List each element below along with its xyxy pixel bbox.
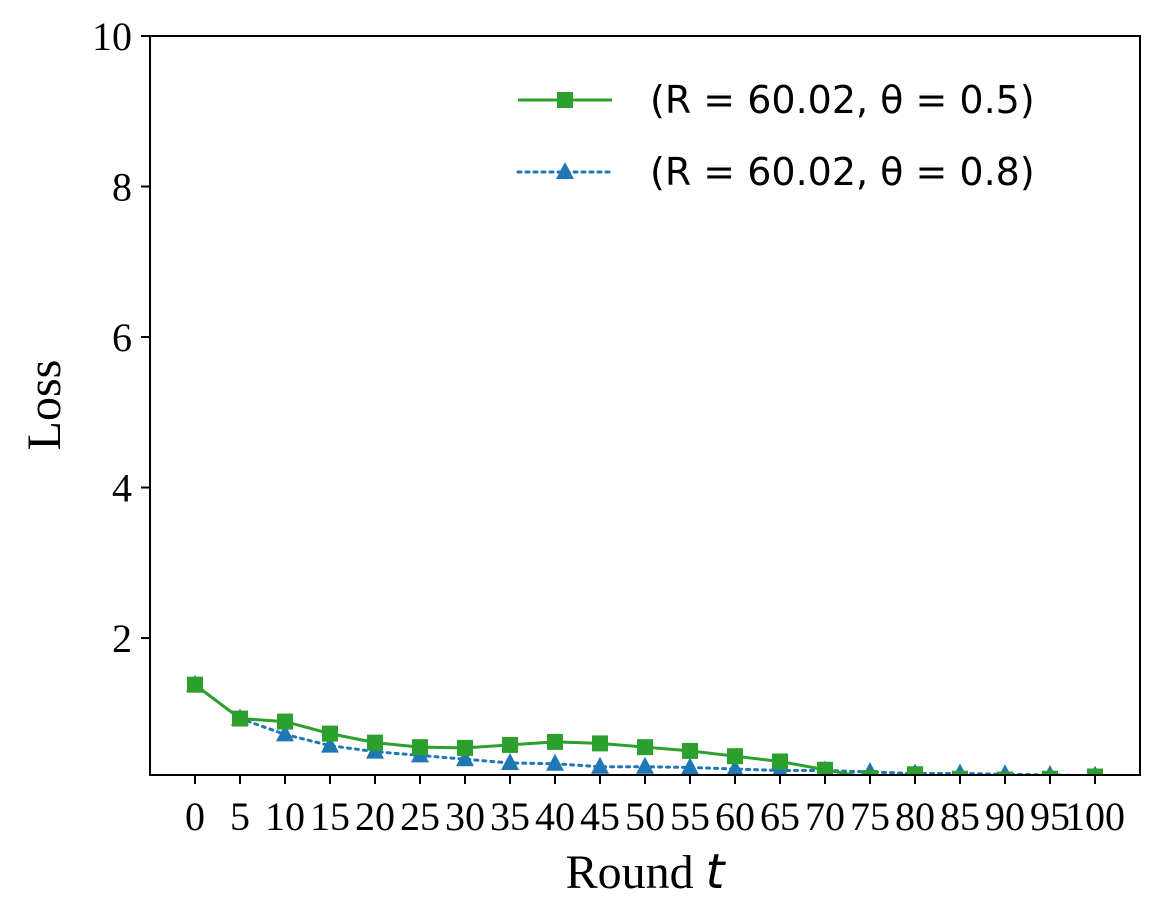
x-tick-label: 75 xyxy=(850,794,890,839)
x-tick-label: 90 xyxy=(985,794,1025,839)
legend-marker xyxy=(556,162,574,179)
y-tick-label: 8 xyxy=(112,165,132,210)
data-point xyxy=(1087,768,1103,775)
legend-item: (R = 60.02, θ = 0.5) xyxy=(518,78,1035,122)
data-point xyxy=(591,756,609,774)
x-tick-label: 0 xyxy=(185,794,205,839)
legend-marker xyxy=(557,92,573,108)
data-point xyxy=(862,770,878,775)
x-tick-label: 5 xyxy=(230,794,250,839)
x-tick-label: 25 xyxy=(400,794,440,839)
data-point xyxy=(412,739,428,756)
data-point xyxy=(456,749,474,767)
plot-frame xyxy=(149,35,1141,776)
x-tick-label: 50 xyxy=(625,794,665,839)
y-tick-label: 10 xyxy=(92,14,132,59)
x-tick-label: 55 xyxy=(670,794,710,839)
data-point xyxy=(322,725,338,742)
data-point xyxy=(636,756,654,774)
x-tick-label: 30 xyxy=(445,794,485,839)
y-tick-label: 4 xyxy=(112,466,132,511)
data-point xyxy=(276,724,294,742)
legend: (R = 60.02, θ = 0.5) (R = 60.02, θ = 0.8) xyxy=(516,78,1035,194)
x-tick-label: 80 xyxy=(895,794,935,839)
x-tick-label: 45 xyxy=(580,794,620,839)
data-point xyxy=(772,753,788,770)
data-point xyxy=(232,710,248,727)
x-tick-label: 35 xyxy=(490,794,530,839)
x-axis-title: Round t xyxy=(566,844,727,900)
y-tick-label: 2 xyxy=(112,616,132,661)
x-tick-label: 85 xyxy=(940,794,980,839)
x-tick-label: 20 xyxy=(355,794,395,839)
data-point xyxy=(997,771,1013,775)
data-point xyxy=(546,753,564,771)
data-point xyxy=(502,736,518,753)
y-tick-label: 6 xyxy=(112,315,132,360)
data-point xyxy=(681,757,699,775)
data-point xyxy=(457,739,473,756)
data-point xyxy=(321,735,339,753)
x-tick-label: 15 xyxy=(310,794,350,839)
x-tick-label: 40 xyxy=(535,794,575,839)
legend-item: (R = 60.02, θ = 0.8) xyxy=(516,150,1035,194)
data-point xyxy=(682,742,698,759)
series-layer xyxy=(186,674,1103,775)
y-axis-title: Loss xyxy=(18,360,71,451)
data-point xyxy=(501,752,519,770)
x-tick-label: 65 xyxy=(760,794,800,839)
data-point xyxy=(726,758,744,775)
x-tick-label: 95 xyxy=(1030,794,1070,839)
data-point xyxy=(952,770,968,775)
data-point xyxy=(367,734,383,751)
y-axis: 2 4 6 8 10 xyxy=(92,14,150,661)
x-tick-label: 100 xyxy=(1065,794,1125,839)
series-1 xyxy=(187,676,1103,775)
data-point xyxy=(547,733,563,750)
x-tick-label: 10 xyxy=(265,794,305,839)
x-tick-label: 60 xyxy=(715,794,755,839)
data-point xyxy=(592,735,608,752)
data-point xyxy=(277,713,293,730)
data-point xyxy=(187,676,203,693)
data-point xyxy=(637,739,653,756)
data-point xyxy=(817,761,833,775)
data-point xyxy=(1042,770,1058,775)
data-point xyxy=(727,748,743,765)
data-point xyxy=(907,766,923,775)
x-axis: 0 5 10 15 20 25 30 35 40 45 50 55 60 65 70 75 80 85 90 9510… xyxy=(185,775,1125,839)
x-tick-label: 70 xyxy=(805,794,845,839)
legend-label: (R = 60.02, θ = 0.8) xyxy=(650,150,1035,194)
legend-label: (R = 60.02, θ = 0.5) xyxy=(650,78,1035,122)
